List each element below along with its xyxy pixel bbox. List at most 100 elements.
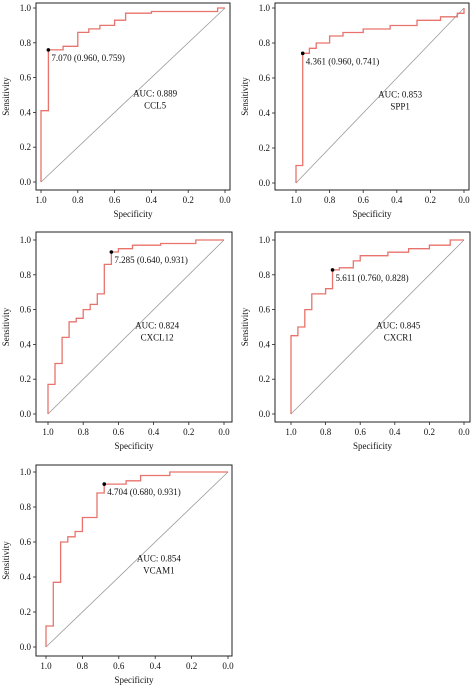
- x-tick-label: 0.6: [358, 195, 370, 205]
- y-tick-label: 0.6: [259, 73, 271, 83]
- auc-label: AUC: 0.854: [137, 553, 182, 563]
- roc-panel-cxcl12: 1.0 0.8 0.6 0.4 0.2 0.0 0.0 0.2 0.4 0.6 0.8 1.0 Spec…: [1, 231, 233, 451]
- cutoff-point: [300, 51, 305, 56]
- x-axis-title: Specificity: [353, 209, 392, 219]
- x-tick-label: 0.2: [424, 427, 435, 437]
- y-tick-label: 0.4: [20, 572, 32, 582]
- plot-frame: [35, 2, 231, 191]
- y-tick-label: 0.6: [20, 73, 32, 83]
- roc-curve-spp1: [295, 8, 465, 183]
- roc-curve-cxcr1: [290, 239, 464, 414]
- chance-diagonal: [290, 239, 465, 415]
- x-tick-label: 1.0: [35, 195, 47, 205]
- plot-frame: [274, 2, 470, 191]
- roc-panel-ccl5: 1.0 0.8 0.6 0.4 0.2 0.0 0.0 0.2 0.4 0.6 0.8 1.0 Spec…: [1, 2, 231, 219]
- y-tick-label: 0.4: [259, 108, 271, 118]
- plot-frame: [35, 464, 233, 657]
- x-tick-label: 1.0: [290, 195, 302, 205]
- x-tick-label: 0.0: [222, 661, 234, 671]
- x-tick-label: 0.0: [219, 195, 231, 205]
- cutoff-label: 7.285 (0.640, 0.931): [114, 255, 188, 265]
- auc-label: AUC: 0.845: [376, 321, 421, 331]
- y-tick-label: 0.2: [20, 607, 31, 617]
- x-tick-label: 0.4: [146, 195, 158, 205]
- gene-label: CXCR1: [384, 333, 413, 343]
- y-tick-label: 0.6: [20, 305, 32, 315]
- y-tick-label: 0.2: [20, 142, 31, 152]
- roc-curve-vcam1: [45, 471, 228, 647]
- y-axis-title: Sensitivity: [1, 307, 11, 346]
- x-tick-label: 0.8: [72, 195, 84, 205]
- y-axis-title: Sensitivity: [240, 307, 250, 346]
- y-tick-label: 0.0: [259, 178, 271, 188]
- x-tick-label: 0.4: [391, 195, 403, 205]
- x-tick-label: 0.2: [183, 195, 194, 205]
- x-tick-label: 0.0: [458, 427, 470, 437]
- y-tick-label: 0.0: [20, 642, 32, 652]
- x-tick-label: 0.0: [218, 427, 230, 437]
- x-tick-label: 0.8: [77, 661, 89, 671]
- x-tick-label: 0.6: [109, 195, 121, 205]
- y-tick-label: 0.0: [20, 177, 32, 187]
- y-tick-label: 1.0: [20, 235, 32, 245]
- gene-label: CCL5: [144, 101, 167, 111]
- plot-frame: [274, 231, 471, 423]
- x-tick-label: 1.0: [285, 427, 297, 437]
- cutoff-label: 5.611 (0.760, 0.828): [336, 273, 409, 283]
- cutoff-point: [109, 250, 114, 254]
- roc-panel-vcam1: 1.0 0.8 0.6 0.4 0.2 0.0 0.0 0.2 0.4 0.6 0.8 1.0 Spec…: [1, 464, 234, 685]
- y-tick-label: 0.4: [20, 107, 32, 117]
- auc-label: AUC: 0.889: [133, 89, 178, 99]
- x-axis-title: Specificity: [114, 209, 153, 219]
- y-tick-label: 0.6: [20, 537, 32, 547]
- x-tick-label: 0.8: [78, 427, 90, 437]
- chance-diagonal: [40, 7, 226, 183]
- cutoff-label: 7.070 (0.960, 0.759): [51, 53, 125, 63]
- y-tick-label: 1.0: [259, 3, 271, 13]
- plot-frame: [35, 231, 233, 423]
- chance-diagonal: [47, 239, 225, 415]
- x-axis-title: Specificity: [115, 441, 154, 451]
- x-tick-label: 0.2: [186, 661, 197, 671]
- x-tick-label: 0.4: [389, 427, 401, 437]
- x-tick-label: 0.6: [355, 427, 367, 437]
- y-tick-label: 0.0: [20, 409, 32, 419]
- y-tick-label: 0.2: [259, 143, 270, 153]
- cutoff-label: 4.361 (0.960, 0.741): [306, 56, 380, 66]
- cutoff-point: [46, 48, 51, 52]
- y-tick-label: 0.8: [259, 270, 271, 280]
- x-tick-label: 1.0: [42, 427, 54, 437]
- y-tick-label: 0.8: [20, 502, 32, 512]
- cutoff-point: [330, 268, 335, 272]
- cutoff-point: [102, 482, 107, 486]
- y-tick-label: 1.0: [20, 467, 32, 477]
- x-tick-label: 0.8: [324, 195, 336, 205]
- y-axis-title: Sensitivity: [1, 541, 11, 580]
- gene-label: VCAM1: [143, 565, 175, 575]
- x-axis-title: Specificity: [353, 441, 392, 451]
- chance-diagonal: [45, 471, 229, 648]
- gene-label: CXCL12: [141, 333, 174, 343]
- x-tick-label: 0.6: [113, 427, 125, 437]
- y-tick-label: 1.0: [20, 3, 32, 13]
- y-tick-label: 0.2: [20, 374, 31, 384]
- cutoff-label: 4.704 (0.680, 0.931): [107, 487, 180, 497]
- auc-label: AUC: 0.824: [135, 321, 180, 331]
- y-axis-title: Sensitivity: [1, 77, 11, 116]
- y-tick-label: 0.8: [20, 270, 32, 280]
- chance-diagonal: [295, 7, 465, 184]
- x-axis-title: Specificity: [115, 675, 154, 685]
- x-tick-label: 0.6: [113, 661, 125, 671]
- y-tick-label: 1.0: [259, 235, 271, 245]
- x-tick-label: 0.4: [148, 427, 160, 437]
- x-tick-label: 0.4: [150, 661, 162, 671]
- x-tick-label: 0.0: [458, 195, 470, 205]
- y-tick-label: 0.2: [259, 374, 270, 384]
- x-tick-label: 0.2: [425, 195, 436, 205]
- y-tick-label: 0.0: [259, 409, 271, 419]
- x-tick-label: 0.2: [183, 427, 194, 437]
- roc-panel-cxcr1: 1.0 0.8 0.6 0.4 0.2 0.0 0.0 0.2 0.4 0.6 0.8 1.0 Spec…: [240, 231, 471, 451]
- y-tick-label: 0.4: [20, 339, 32, 349]
- roc-curve-cxcl12: [47, 239, 224, 414]
